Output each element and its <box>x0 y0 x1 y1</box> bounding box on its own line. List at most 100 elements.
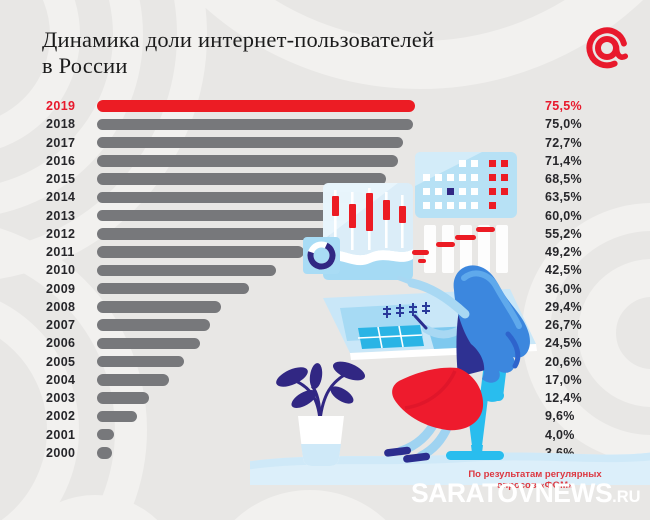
year-label: 2016 <box>46 153 76 168</box>
illustration-analyst-scene <box>250 152 650 485</box>
gantt-panel <box>412 225 508 273</box>
year-label: 2008 <box>46 299 76 314</box>
year-label: 2017 <box>46 135 76 150</box>
value-label: 72,7% <box>545 135 582 150</box>
value-label: 20,6% <box>545 354 582 369</box>
value-label: 4,0% <box>545 427 575 442</box>
year-label: 2002 <box>46 409 76 424</box>
bar <box>97 447 113 459</box>
chart-row: 2019 75,5% <box>0 97 650 115</box>
chart-row: 2001 4,0% <box>0 426 650 444</box>
bar <box>97 118 413 131</box>
value-label: 68,5% <box>545 172 582 187</box>
watermark-main: SARATOVNEWS <box>411 478 613 508</box>
calendar-panel <box>415 152 517 218</box>
value-label: 71,4% <box>545 153 582 168</box>
bar <box>97 392 150 404</box>
value-label: 9,6% <box>545 409 575 424</box>
bar-rows: 2019 75,5% 2018 75,0% 2017 72,7% 2016 71… <box>0 97 650 462</box>
chart-row: 2007 26,7% <box>0 316 650 334</box>
year-label: 2006 <box>46 336 76 351</box>
value-label: 60,0% <box>545 208 582 223</box>
bar <box>97 282 249 295</box>
year-label: 2001 <box>46 427 76 442</box>
bar <box>97 191 365 204</box>
chart-row: 2008 29,4% <box>0 298 650 316</box>
year-label: 2010 <box>46 263 76 278</box>
value-label: 75,5% <box>545 99 582 114</box>
bar <box>97 209 350 222</box>
chart-row: 2003 12,4% <box>0 389 650 407</box>
chart-row: 2006 24,5% <box>0 334 650 352</box>
candlestick-panel <box>323 183 413 280</box>
bar <box>97 301 221 313</box>
year-label: 2014 <box>46 190 76 205</box>
chart-row: 2018 75,0% <box>0 115 650 133</box>
year-label: 2004 <box>46 372 76 387</box>
spreadsheet-grid <box>357 325 424 349</box>
source-line1: По результатам регулярных <box>468 469 602 480</box>
bar <box>97 246 305 258</box>
year-label: 2012 <box>46 226 76 241</box>
bar <box>97 319 210 331</box>
value-label: 75,0% <box>545 117 582 132</box>
value-label: 17,0% <box>545 372 582 387</box>
chart-row: 2014 63,5% <box>0 188 650 206</box>
chart-row: 2002 9,6% <box>0 407 650 425</box>
year-label: 2011 <box>46 245 75 260</box>
bar <box>97 355 184 368</box>
bar <box>97 155 398 167</box>
year-label: 2009 <box>46 281 76 296</box>
value-label: 24,5% <box>545 336 582 351</box>
source-line2: опросов «ФОМ» <box>496 480 574 491</box>
bar <box>97 228 330 240</box>
bar <box>97 410 138 423</box>
page-title: Динамика доли интернет-пользователей в Р… <box>42 27 434 79</box>
year-label: 2019 <box>46 99 76 114</box>
year-label: 2015 <box>46 172 76 187</box>
title-line2: в России <box>42 53 128 78</box>
value-label: 12,4% <box>545 391 582 406</box>
year-label: 2013 <box>46 208 76 223</box>
chart-row: 2016 71,4% <box>0 152 650 170</box>
chart-row: 2015 68,5% <box>0 170 650 188</box>
year-label: 2007 <box>46 318 76 333</box>
source-note: По результатам регулярных опросов «ФОМ» <box>450 469 620 491</box>
mailru-at-icon <box>586 27 629 69</box>
chart-row: 2010 42,5% <box>0 261 650 279</box>
year-label: 2005 <box>46 354 76 369</box>
chart-row: 2017 72,7% <box>0 134 650 152</box>
watermark-suffix: .RU <box>612 488 641 506</box>
bar <box>97 374 169 386</box>
year-label: 2003 <box>46 391 76 406</box>
year-label: 2000 <box>46 445 76 460</box>
chart-row: 2012 55,2% <box>0 225 650 243</box>
chart-row: 2013 60,0% <box>0 207 650 225</box>
bar <box>97 337 201 350</box>
chart-row: 2005 20,6% <box>0 353 650 371</box>
chart-row: 2004 17,0% <box>0 371 650 389</box>
chart-row: 2009 36,0% <box>0 280 650 298</box>
value-label: 36,0% <box>545 281 582 296</box>
bar <box>97 173 386 185</box>
value-label: 55,2% <box>545 226 582 241</box>
donut-chart-tile <box>303 237 340 274</box>
value-label: 29,4% <box>545 299 582 314</box>
plant <box>276 361 366 466</box>
year-label: 2018 <box>46 117 76 132</box>
bar <box>97 136 404 149</box>
title-line1: Динамика доли интернет-пользователей <box>42 27 435 52</box>
watermark: SARATOVNEWS.RU <box>411 478 641 509</box>
chart-row: 2011 49,2% <box>0 243 650 261</box>
bar <box>97 264 276 277</box>
bar <box>97 100 415 112</box>
bar <box>97 428 114 441</box>
value-label: 26,7% <box>545 318 582 333</box>
value-label: 49,2% <box>545 245 582 260</box>
woman-figure <box>384 265 530 463</box>
value-label: 42,5% <box>545 263 582 278</box>
bar-chart: 2019 75,5% 2018 75,0% 2017 72,7% 2016 71… <box>0 97 650 462</box>
value-label: 63,5% <box>545 190 582 205</box>
